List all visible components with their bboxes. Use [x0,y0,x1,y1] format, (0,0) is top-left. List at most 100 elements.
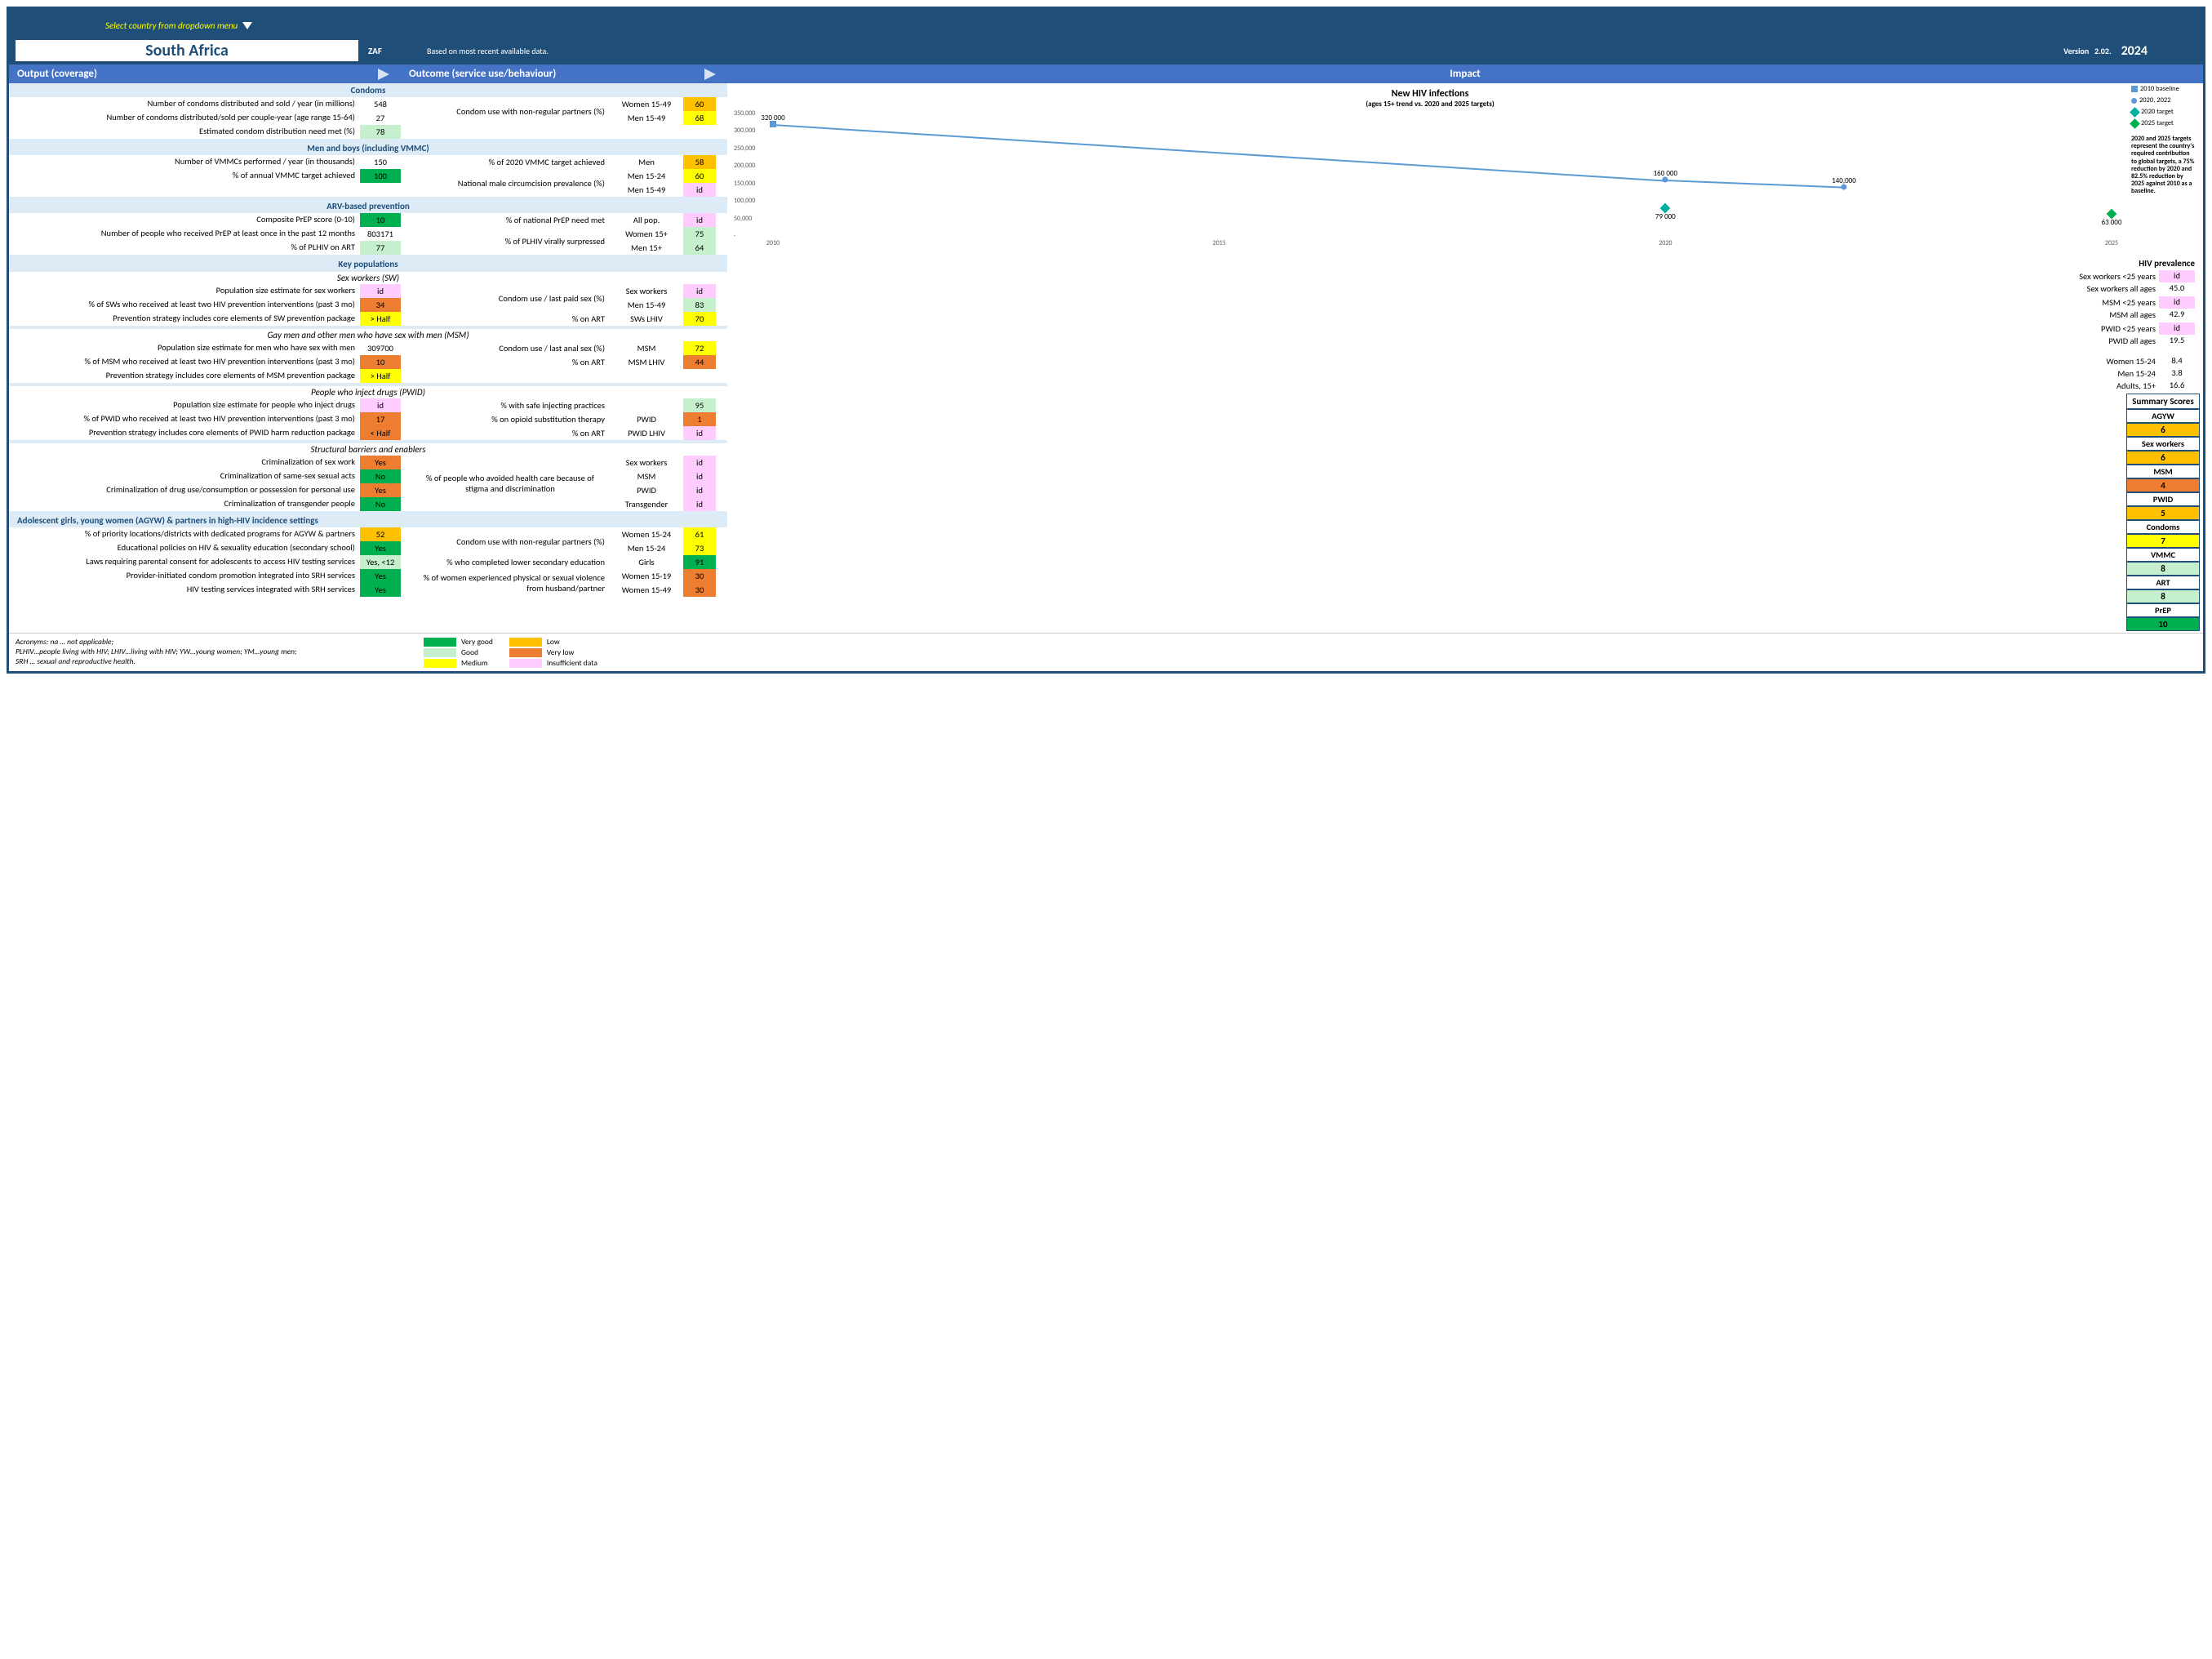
cell: 30 [683,583,716,597]
metric-label: Criminalization of same-sex sexual acts [9,469,360,483]
cell: 78 [360,125,401,139]
cell: 60 [683,169,716,183]
cell: 95 [683,398,716,412]
legend-row: Medium [424,658,493,668]
data-basis-note: Based on most recent available data. [427,46,2054,56]
cell: 73 [683,541,716,555]
cell: 548 [360,97,401,111]
cell: 34 [360,298,401,312]
summary-score: 10 [2126,617,2200,631]
cell: 44 [683,355,716,369]
summary-cat: AGYW [2126,409,2200,423]
summary-cat: PrEP [2126,603,2200,617]
metric-label: % of PWID who received at least two HIV … [9,412,360,426]
cell: PWID [610,412,683,426]
summary-scores: Summary ScoresAGYW6Sex workers6MSM4PWID5… [2126,394,2200,631]
cell: Women 15-24 [610,527,683,541]
cell: 83 [683,298,716,312]
cell: < Half [360,426,401,440]
prevalence-row: PWID <25 yearsid [729,322,2200,335]
cell: id [360,284,401,298]
summary-score: 5 [2126,506,2200,520]
cell: 52 [360,527,401,541]
summary-score: 8 [2126,589,2200,603]
dropdown-hint: Select country from dropdown menu [16,20,252,31]
prevalence-row: MSM <25 yearsid [729,296,2200,309]
metric-label: Population size estimate for men who hav… [9,341,360,355]
legend-row: Insufficient data [509,658,597,668]
cell: Yes [360,541,401,555]
metric-label: Prevention strategy includes core elemen… [9,426,360,440]
cell: Sex workers [610,284,683,298]
metric-label: Provider-initiated condom promotion inte… [9,569,360,583]
cell: id [683,483,716,497]
legend-row: Low [509,637,597,647]
metric-label: % of SWs who received at least two HIV p… [9,298,360,312]
metric-label: Population size estimate for sex workers [9,284,360,298]
cell: 150 [360,155,401,169]
cell: 64 [683,241,716,255]
cell: Women 15-19 [610,569,683,583]
metric-label: Criminalization of transgender people [9,497,360,511]
metric-label: Laws requiring parental consent for adol… [9,555,360,569]
cell: 72 [683,341,716,355]
summary-score: 6 [2126,423,2200,437]
year: 2024 [2121,43,2148,59]
legend-item: 2025 target [2131,119,2195,127]
cell: Yes [360,456,401,469]
cell: Men [610,155,683,169]
cell: PWID LHIV [610,426,683,440]
metric-label: Population size estimate for people who … [9,398,360,412]
legend-row: Very low [509,647,597,657]
cell: id [683,213,716,227]
summary-cat: VMMC [2126,548,2200,562]
summary-score: 4 [2126,478,2200,492]
content: CondomsNumber of condoms distributed and… [9,83,2203,633]
summary-cat: ART [2126,576,2200,589]
metric-label: % of PLHIV on ART [9,241,360,255]
metric-label: Number of people who received PrEP at le… [9,227,360,241]
cell: 91 [683,555,716,569]
dashboard-frame: Select country from dropdown menu South … [7,7,2205,674]
cell: 1 [683,412,716,426]
cell: Yes [360,583,401,597]
metric-label: Number of condoms distributed/sold per c… [9,111,360,125]
summary-score: 6 [2126,451,2200,465]
section-agyw: Adolescent girls, young women (AGYW) & p… [9,514,727,527]
section-kp: Key populations [9,257,727,271]
footer: Acronyms: na … not applicable;PLHIV…peop… [9,633,2203,671]
legend-row: Very good [424,637,493,647]
metric-label: % of priority locations/districts with d… [9,527,360,541]
section-condoms: Condoms [9,83,727,97]
acronyms: Acronyms: na … not applicable;PLHIV…peop… [16,637,407,668]
metric-label: % of annual VMMC target achieved [9,169,360,183]
cell: id [683,456,716,469]
subsection-structural: Structural barriers and enablers [9,443,727,456]
summary-cat: PWID [2126,492,2200,506]
chart-subtitle: (ages 15+ trend vs. 2020 and 2025 target… [732,100,2128,109]
legend-item: 2020 target [2131,108,2195,116]
metric-label: Criminalization of drug use/consumption … [9,483,360,497]
cell: 30 [683,569,716,583]
subsection-sw: Sex workers (SW) [9,271,727,284]
arrow-down-icon [242,22,252,29]
cell: Yes [360,483,401,497]
cell: 309700 [360,341,401,355]
chart-area: -50,000100,000150,000200,000250,000300,0… [765,113,2120,236]
country-dropdown[interactable]: South Africa [16,40,358,61]
cell: 77 [360,241,401,255]
prevalence-header: HIV prevalence [729,256,2200,270]
legend-col1: Very goodGoodMedium [424,637,493,668]
version-label: Version 2.02. [2063,46,2111,56]
cell: id [683,469,716,483]
cell: Yes [360,569,401,583]
cell: 10 [360,213,401,227]
metric-label: Number of condoms distributed and sold /… [9,97,360,111]
metric-label: Prevention strategy includes core elemen… [9,312,360,326]
cell: Women 15-49 [610,97,683,111]
cell: 70 [683,312,716,326]
cell: 68 [683,111,716,125]
cell: Sex workers [610,456,683,469]
cell: Men 15-49 [610,111,683,125]
band-output: Output (coverage) [9,64,401,83]
